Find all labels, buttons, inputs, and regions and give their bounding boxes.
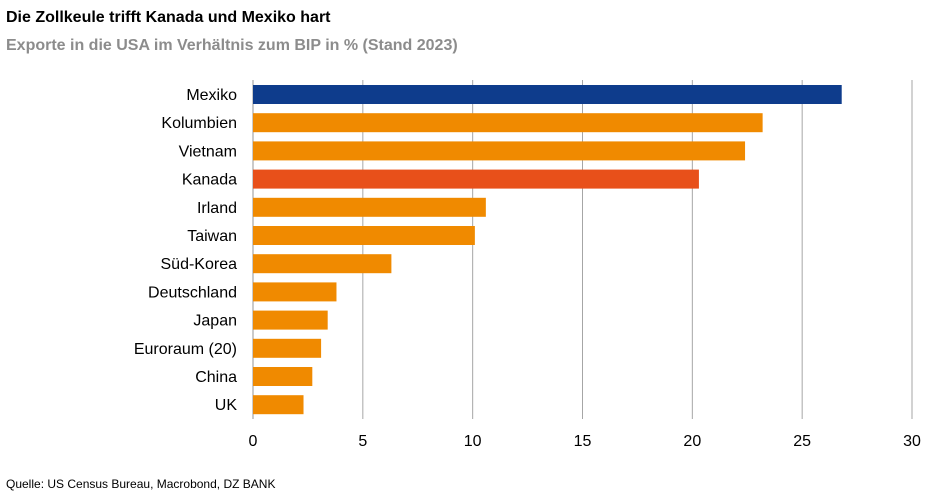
category-label: China [195,369,237,386]
bar-irland [253,197,486,217]
chart-title: Die Zollkeule trifft Kanada und Mexiko h… [6,9,331,26]
bar-uk [253,395,304,415]
bar-kolumbien [253,113,763,133]
bars [253,85,842,415]
category-label: Japan [193,313,237,330]
x-tick-label: 5 [358,433,367,450]
bar-süd-korea [253,254,392,274]
category-labels: Mexiko Kolumbien Vietnam Kanada Irland Taiwan… [134,87,237,414]
chart-subtitle: Exporte in die USA im Verhältnis zum BIP… [6,37,458,54]
bar-chart: Mexiko Kolumbien Vietnam Kanada Irland Taiwan… [134,80,921,450]
category-label: Taiwan [187,228,237,245]
x-tick-label: 15 [574,433,592,450]
x-tick-label: 10 [464,433,482,450]
bar-kanada [253,169,699,189]
bar-taiwan [253,226,475,245]
bar-mexiko [253,85,842,104]
bar-vietnam [253,141,746,161]
bar-euroraum-20 [253,338,322,358]
gridlines [252,80,913,419]
x-tick-label: 25 [793,433,811,450]
category-label: UK [215,397,238,414]
source-note: Quelle: US Census Bureau, Macrobond, DZ … [6,477,276,491]
bar-deutschland [253,282,337,302]
x-tick-label: 20 [683,433,701,450]
category-label: Deutschland [148,284,237,301]
category-label: Mexiko [186,87,237,104]
category-label: Süd-Korea [161,256,238,273]
x-tick-labels: 0 5 10 15 20 25 30 [249,433,921,450]
bar-china [253,367,313,386]
category-label: Irland [197,200,237,217]
bar-japan [253,310,328,330]
category-label: Kolumbien [161,115,237,132]
category-label: Kanada [182,172,237,189]
category-label: Vietnam [179,143,237,160]
x-tick-label: 0 [249,433,258,450]
x-tick-label: 30 [903,433,921,450]
category-label: Euroraum (20) [134,341,237,358]
